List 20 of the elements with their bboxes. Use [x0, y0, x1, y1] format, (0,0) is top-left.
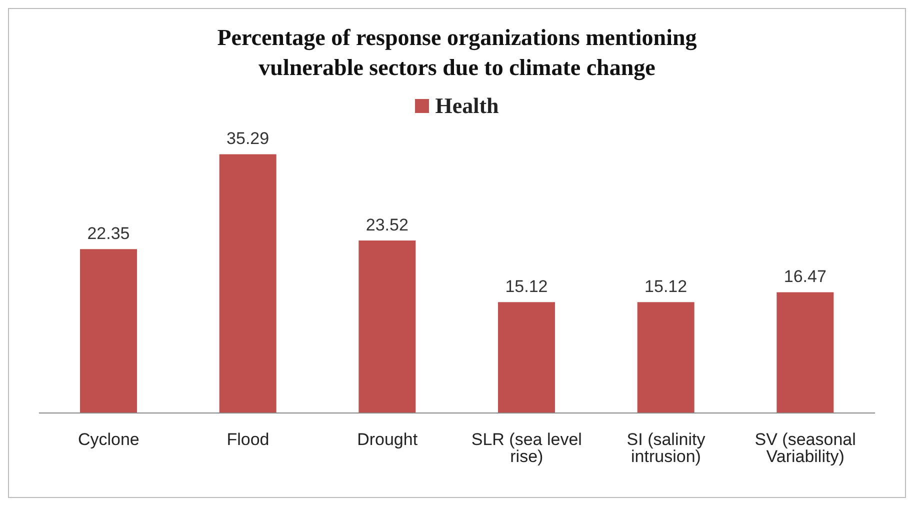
- x-tick-label: Drought: [357, 430, 418, 450]
- data-label: 35.29: [226, 129, 270, 148]
- bar: [80, 249, 137, 413]
- data-label: 22.35: [87, 224, 130, 244]
- legend-label: Health: [435, 93, 499, 119]
- bar: [637, 302, 694, 413]
- x-tick-label: Cyclone: [78, 430, 140, 450]
- bar: [219, 154, 276, 413]
- x-tick-label: Flood: [226, 430, 270, 450]
- bar: [358, 240, 416, 413]
- x-tick-label: SV (seasonal Variability): [754, 430, 856, 466]
- data-label: 15.12: [644, 277, 688, 296]
- chart-title: Percentage of response organizations mentioning vulnerable sectors due to climate change: [216, 24, 698, 82]
- x-tick-label: SLR (sea level rise): [471, 430, 582, 466]
- data-label: 23.52: [366, 216, 408, 235]
- x-tick-label: SI (salinity intrusion): [626, 430, 706, 466]
- bar: [498, 302, 555, 413]
- data-label: 15.12: [505, 277, 548, 296]
- data-label: 16.47: [784, 267, 826, 286]
- bar: [776, 292, 834, 413]
